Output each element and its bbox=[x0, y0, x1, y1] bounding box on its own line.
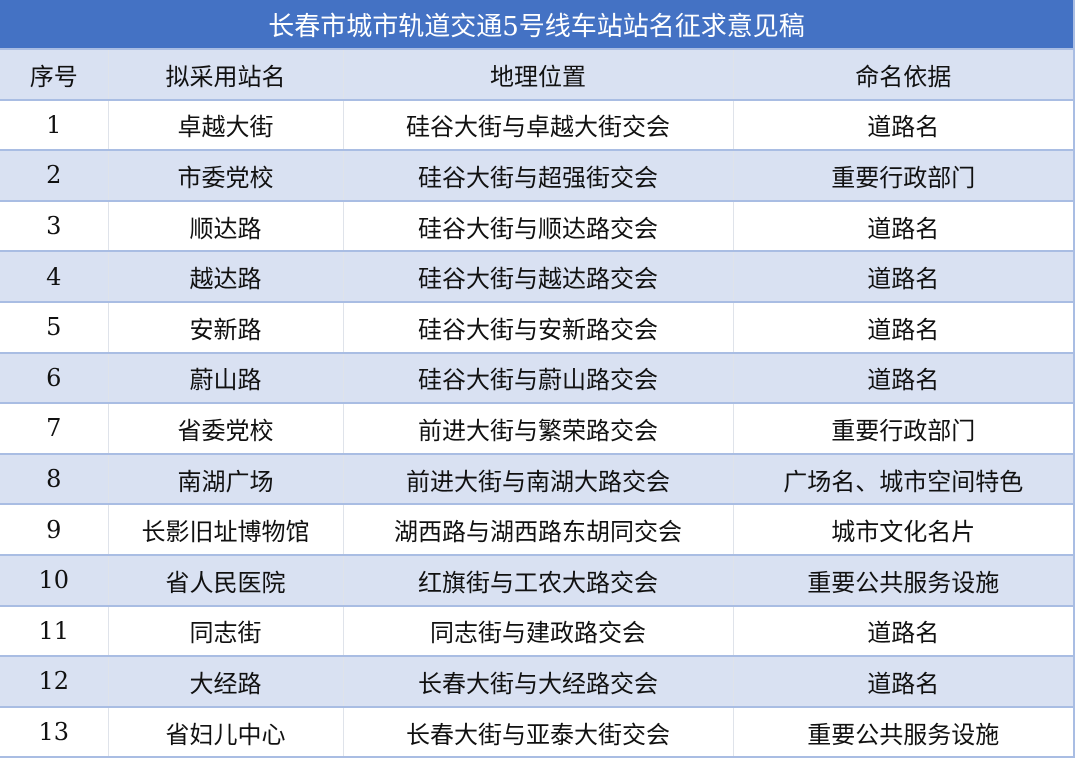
column-header-location: 地理位置 bbox=[343, 49, 734, 101]
cell-location: 硅谷大街与顺达路交会 bbox=[343, 200, 734, 253]
table-row: 3 顺达路 硅谷大街与顺达路交会 道路名 bbox=[0, 200, 1076, 253]
table-row: 5 安新路 硅谷大街与安新路交会 道路名 bbox=[0, 301, 1076, 354]
cell-location: 同志街与建政路交会 bbox=[343, 605, 734, 658]
cell-location: 硅谷大街与越达路交会 bbox=[343, 251, 734, 303]
table-row: 8 南湖广场 前进大街与南湖大路交会 广场名、城市空间特色 bbox=[0, 453, 1076, 506]
cell-location: 硅谷大街与蔚山路交会 bbox=[343, 352, 734, 405]
table-row: 13 省妇儿中心 长春大街与亚泰大街交会 重要公共服务设施 bbox=[0, 706, 1076, 758]
cell-station-name: 省人民医院 bbox=[108, 554, 344, 607]
cell-naming-basis: 道路名 bbox=[733, 99, 1076, 152]
cell-naming-basis: 道路名 bbox=[733, 656, 1076, 708]
cell-naming-basis: 重要行政部门 bbox=[733, 150, 1076, 202]
table-row: 10 省人民医院 红旗街与工农大路交会 重要公共服务设施 bbox=[0, 554, 1076, 607]
cell-station-name: 蔚山路 bbox=[108, 352, 344, 405]
cell-location: 前进大街与繁荣路交会 bbox=[343, 403, 734, 455]
cell-station-name: 省妇儿中心 bbox=[108, 706, 344, 758]
cell-station-name: 市委党校 bbox=[108, 150, 344, 202]
column-header-station-name: 拟采用站名 bbox=[108, 49, 344, 101]
title-row: 长春市城市轨道交通5号线车站站名征求意见稿 bbox=[0, 0, 1076, 50]
cell-station-name: 大经路 bbox=[108, 656, 344, 708]
table-row: 1 卓越大街 硅谷大街与卓越大街交会 道路名 bbox=[0, 99, 1076, 152]
cell-index: 5 bbox=[0, 301, 109, 354]
cell-index: 3 bbox=[0, 200, 109, 253]
cell-naming-basis: 城市文化名片 bbox=[733, 504, 1076, 556]
cell-naming-basis: 道路名 bbox=[733, 301, 1076, 354]
cell-index: 12 bbox=[0, 656, 109, 708]
table-row: 9 长影旧址博物馆 湖西路与湖西路东胡同交会 城市文化名片 bbox=[0, 504, 1076, 556]
cell-station-name: 同志街 bbox=[108, 605, 344, 658]
cell-station-name: 省委党校 bbox=[108, 403, 344, 455]
table-row: 6 蔚山路 硅谷大街与蔚山路交会 道路名 bbox=[0, 352, 1076, 405]
cell-station-name: 长影旧址博物馆 bbox=[108, 504, 344, 556]
cell-naming-basis: 广场名、城市空间特色 bbox=[733, 453, 1076, 506]
cell-naming-basis: 道路名 bbox=[733, 352, 1076, 405]
cell-index: 4 bbox=[0, 251, 109, 303]
cell-index: 9 bbox=[0, 504, 109, 556]
column-header-index: 序号 bbox=[0, 49, 109, 101]
table-row: 12 大经路 长春大街与大经路交会 道路名 bbox=[0, 656, 1076, 708]
cell-index: 2 bbox=[0, 150, 109, 202]
cell-location: 红旗街与工农大路交会 bbox=[343, 554, 734, 607]
header-row: 序号 拟采用站名 地理位置 命名依据 bbox=[0, 49, 1076, 101]
table-row: 7 省委党校 前进大街与繁荣路交会 重要行政部门 bbox=[0, 403, 1076, 455]
cell-station-name: 南湖广场 bbox=[108, 453, 344, 506]
cell-index: 6 bbox=[0, 352, 109, 405]
cell-location: 硅谷大街与安新路交会 bbox=[343, 301, 734, 354]
cell-index: 13 bbox=[0, 706, 109, 758]
cell-index: 8 bbox=[0, 453, 109, 506]
cell-naming-basis: 重要行政部门 bbox=[733, 403, 1076, 455]
cell-index: 10 bbox=[0, 554, 109, 607]
cell-naming-basis: 重要公共服务设施 bbox=[733, 554, 1076, 607]
table-row: 2 市委党校 硅谷大街与超强街交会 重要行政部门 bbox=[0, 150, 1076, 202]
cell-index: 1 bbox=[0, 99, 109, 152]
cell-station-name: 顺达路 bbox=[108, 200, 344, 253]
cell-index: 11 bbox=[0, 605, 109, 658]
cell-naming-basis: 道路名 bbox=[733, 251, 1076, 303]
cell-index: 7 bbox=[0, 403, 109, 455]
cell-location: 湖西路与湖西路东胡同交会 bbox=[343, 504, 734, 556]
cell-location: 硅谷大街与超强街交会 bbox=[343, 150, 734, 202]
cell-location: 前进大街与南湖大路交会 bbox=[343, 453, 734, 506]
cell-station-name: 安新路 bbox=[108, 301, 344, 354]
cell-naming-basis: 道路名 bbox=[733, 605, 1076, 658]
cell-location: 硅谷大街与卓越大街交会 bbox=[343, 99, 734, 152]
table-row: 11 同志街 同志街与建政路交会 道路名 bbox=[0, 605, 1076, 658]
table-title: 长春市城市轨道交通5号线车站站名征求意见稿 bbox=[0, 0, 1076, 50]
cell-station-name: 卓越大街 bbox=[108, 99, 344, 152]
cell-station-name: 越达路 bbox=[108, 251, 344, 303]
cell-location: 长春大街与亚泰大街交会 bbox=[343, 706, 734, 758]
cell-naming-basis: 重要公共服务设施 bbox=[733, 706, 1076, 758]
column-header-naming-basis: 命名依据 bbox=[733, 49, 1076, 101]
cell-naming-basis: 道路名 bbox=[733, 200, 1076, 253]
cell-location: 长春大街与大经路交会 bbox=[343, 656, 734, 708]
table-row: 4 越达路 硅谷大街与越达路交会 道路名 bbox=[0, 251, 1076, 303]
